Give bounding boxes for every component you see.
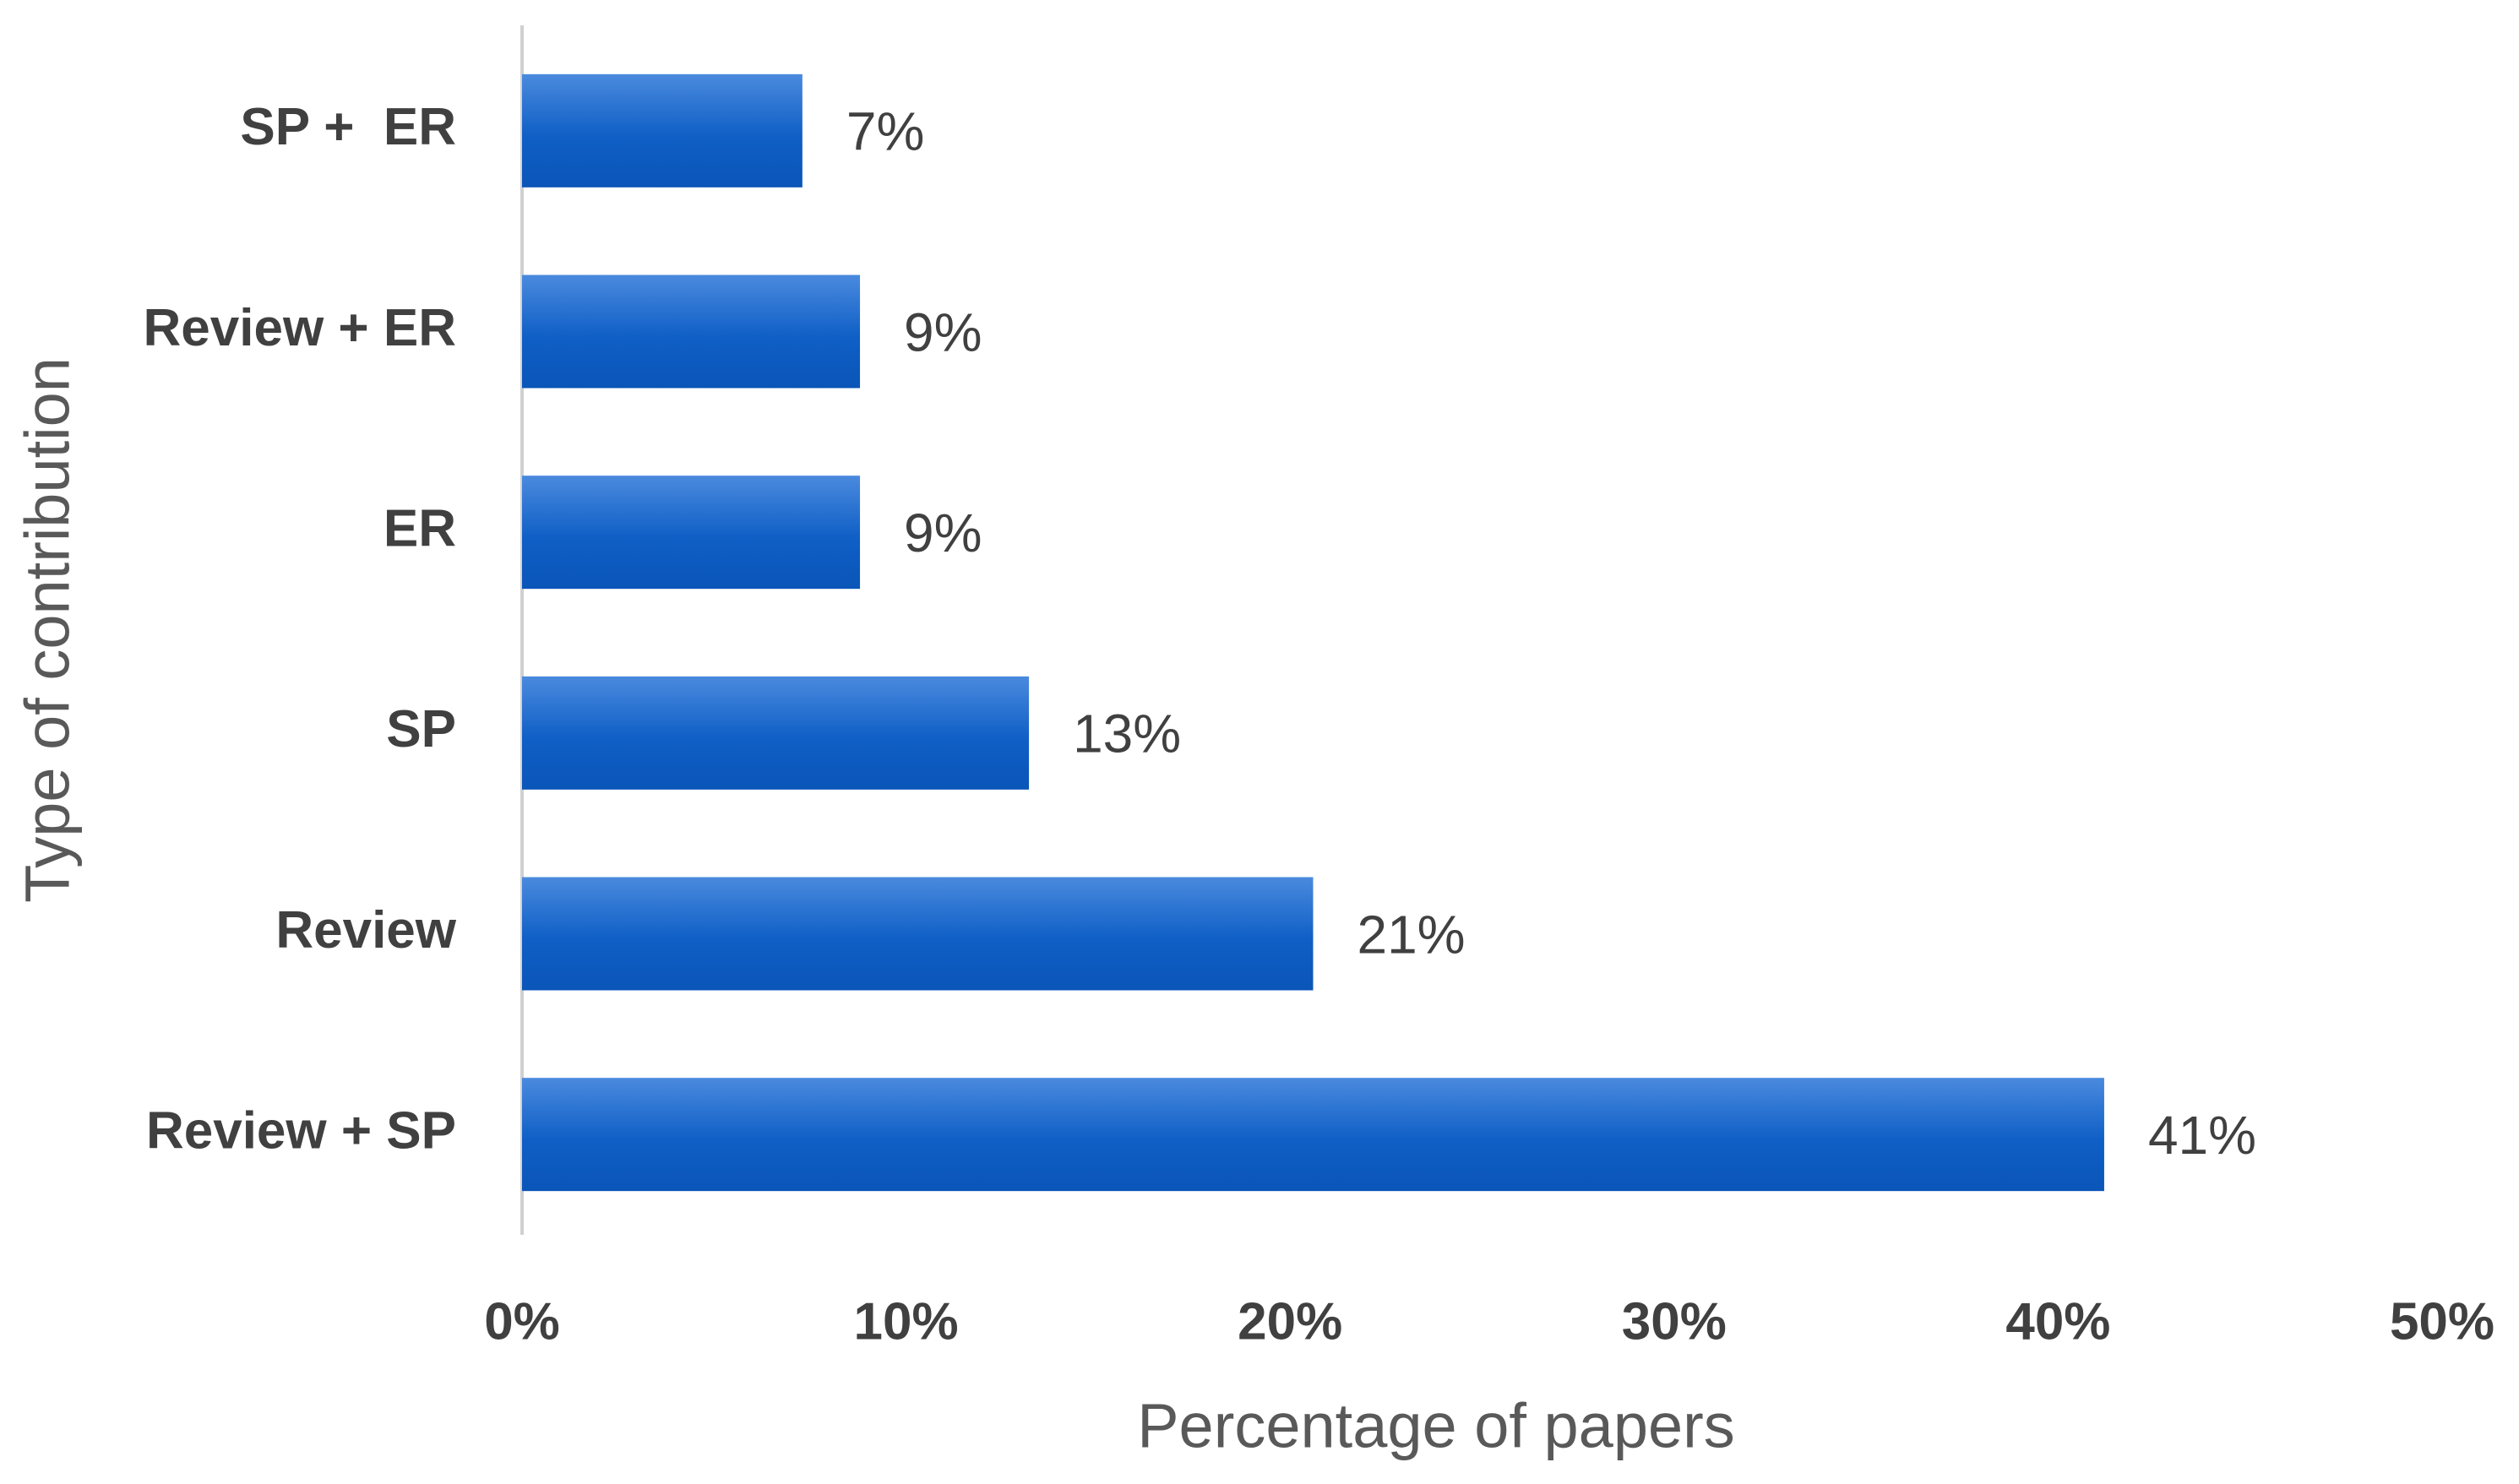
x-tick-label: 30% <box>1622 1292 1727 1351</box>
y-tick-label: Review + ER <box>144 299 456 357</box>
bar <box>522 275 861 389</box>
bar <box>522 476 861 590</box>
data-label: 9% <box>904 302 982 362</box>
data-label: 13% <box>1073 704 1181 764</box>
data-label: 41% <box>2148 1105 2256 1166</box>
bar <box>522 676 1030 790</box>
x-tick-label: 0% <box>484 1292 560 1351</box>
bar <box>522 73 802 188</box>
x-axis-title: Percentage of papers <box>1137 1391 1735 1461</box>
x-tick-label: 10% <box>854 1292 959 1351</box>
bar <box>522 877 1314 991</box>
data-label: 7% <box>846 101 924 162</box>
x-tick-label: 40% <box>2005 1292 2110 1351</box>
y-axis-title: Type of contribution <box>13 357 83 903</box>
x-tick-label: 50% <box>2390 1292 2495 1351</box>
data-label: 21% <box>1357 904 1465 965</box>
data-label: 9% <box>904 503 982 563</box>
y-tick-label: SP + ER <box>240 98 456 156</box>
x-tick-label: 20% <box>1238 1292 1342 1351</box>
y-tick-label: Review + SP <box>146 1102 456 1161</box>
bar <box>522 1078 2104 1192</box>
y-tick-label: Review <box>275 901 456 959</box>
y-tick-label: SP <box>386 700 456 758</box>
y-tick-label: ER <box>384 500 456 558</box>
